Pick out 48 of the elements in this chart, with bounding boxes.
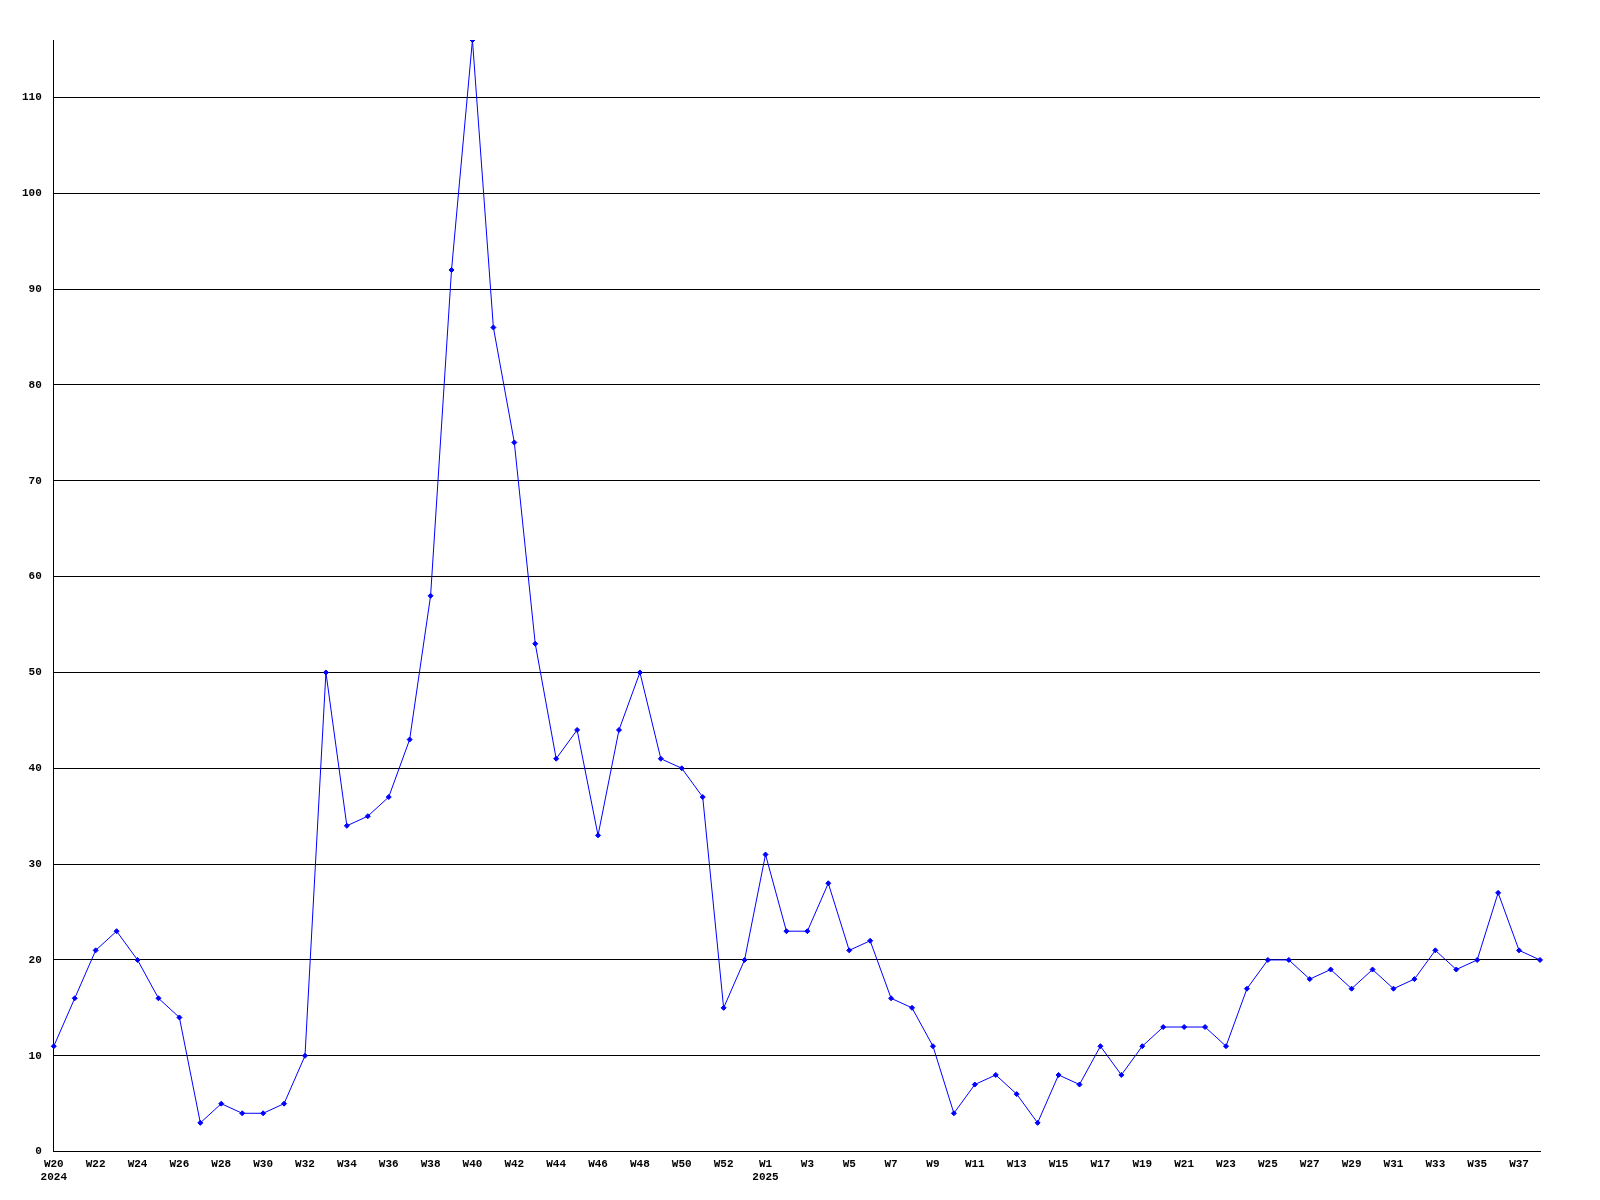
x-tick-label: W17 [1090, 1157, 1111, 1170]
x-tick-label: W13 [1006, 1157, 1027, 1170]
x-tick-label: W21 [1174, 1157, 1195, 1170]
x-tick-label: W20 2024 [40, 1157, 68, 1184]
y-tick-label: 0 [35, 1145, 42, 1158]
y-tick-label: 20 [28, 953, 42, 966]
y-tick-label: 10 [28, 1049, 42, 1062]
x-tick-label: W11 [964, 1157, 986, 1170]
x-tick-label: W28 [211, 1157, 232, 1170]
x-tick-label: W19 [1132, 1157, 1153, 1170]
x-tick-label: W29 [1341, 1157, 1362, 1170]
x-tick-label: W7 [884, 1157, 898, 1170]
y-tick-label: 30 [28, 857, 42, 870]
x-tick-label: W32 [295, 1157, 315, 1170]
x-tick-label: W35 [1467, 1157, 1488, 1170]
x-tick-label: W24 [127, 1157, 148, 1170]
x-tick-label: W48 [630, 1157, 651, 1170]
x-tick-label: W50 [671, 1157, 692, 1170]
x-tick-label: W42 [504, 1157, 525, 1170]
x-tick-label: W27 [1299, 1157, 1320, 1170]
x-tick-label: W46 [588, 1157, 608, 1170]
y-tick-label: 70 [28, 474, 42, 487]
x-tick-label: W23 [1216, 1157, 1237, 1170]
x-tick-label: W15 [1048, 1157, 1069, 1170]
x-tick-label: W44 [546, 1157, 567, 1170]
x-tick-label: W37 [1509, 1157, 1529, 1170]
x-tick-label: W38 [420, 1157, 441, 1170]
y-tick-label: 60 [28, 570, 42, 583]
x-tick-label: W26 [169, 1157, 190, 1170]
x-tick-label: W22 [85, 1157, 106, 1170]
x-tick-label: W3 [800, 1157, 815, 1170]
x-tick-label: W40 [462, 1157, 483, 1170]
x-tick-label: W34 [336, 1157, 358, 1170]
x-tick-label: W5 [842, 1157, 857, 1170]
y-tick-label: 110 [21, 91, 42, 104]
y-tick-label: 40 [28, 762, 42, 775]
x-tick-label: W9 [926, 1157, 940, 1170]
x-tick-label: W33 [1425, 1157, 1446, 1170]
x-tick-label: W31 [1383, 1157, 1404, 1170]
x-tick-label: W25 [1257, 1157, 1279, 1170]
x-tick-label: W1 2025 [752, 1157, 780, 1184]
x-tick-label: W52 [713, 1157, 734, 1170]
y-tick-label: 50 [28, 666, 42, 679]
x-tick-label: W36 [378, 1157, 399, 1170]
y-tick-label: 90 [28, 282, 42, 295]
y-tick-label: 80 [28, 378, 42, 391]
y-tick-label: 100 [21, 187, 42, 200]
x-tick-label: W30 [253, 1157, 274, 1170]
